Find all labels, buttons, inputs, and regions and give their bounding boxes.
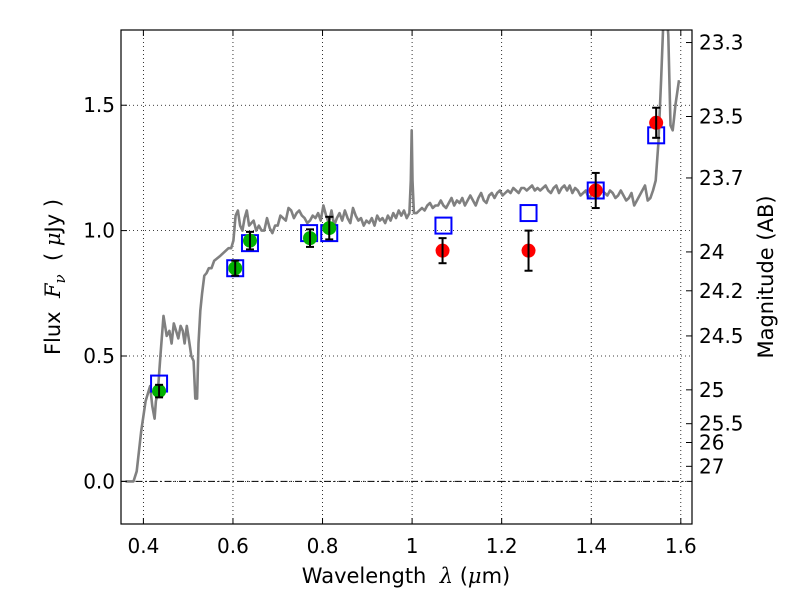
x-tick-label: 0.6	[217, 534, 249, 558]
plot-frame	[120, 29, 693, 525]
y2-tick-label: 24.2	[699, 279, 744, 303]
model-spectrum-line	[125, 30, 681, 483]
x-tick-label: 0.4	[127, 534, 159, 558]
x-tick-label: 1.2	[486, 534, 518, 558]
y2-tick-label: 25.5	[699, 412, 744, 436]
square-marker	[434, 216, 453, 235]
y-axis-ticks: 0.0 0.5 1.0 1.5	[83, 93, 127, 493]
photometry-markers	[150, 106, 666, 399]
x-axis-ticks: 0.4 0.6 0.8 1 1.2 1.4 1.6	[127, 30, 697, 558]
x-tick-label: 1.4	[575, 534, 607, 558]
x-tick-label: 1.6	[665, 534, 697, 558]
grid-lines	[121, 30, 692, 524]
x-tick-label: 1	[406, 534, 419, 558]
y-tick-label: 1.5	[83, 93, 115, 117]
y-axis-label: Flux Fν ( μJy )	[41, 199, 69, 355]
y-tick-label: 1.0	[83, 219, 115, 243]
x-axis-label: Wavelength λ (μm)	[302, 564, 510, 588]
y2-tick-label: 23.7	[699, 166, 744, 190]
y-tick-label: 0.5	[83, 344, 115, 368]
y2-tick-label: 24.5	[699, 324, 744, 348]
y2-tick-label: 23.5	[699, 105, 744, 129]
x-tick-label: 0.8	[307, 534, 339, 558]
y2-tick-label: 26	[699, 431, 724, 455]
y2-tick-label: 25	[699, 378, 724, 402]
y2-tick-label: 23.3	[699, 31, 744, 55]
y2-tick-label: 27	[699, 454, 724, 478]
y2-axis-label: Magnitude (AB)	[754, 195, 778, 358]
square-marker	[519, 204, 538, 223]
y2-tick-label: 24	[699, 240, 724, 264]
y-tick-label: 0.0	[83, 469, 115, 493]
